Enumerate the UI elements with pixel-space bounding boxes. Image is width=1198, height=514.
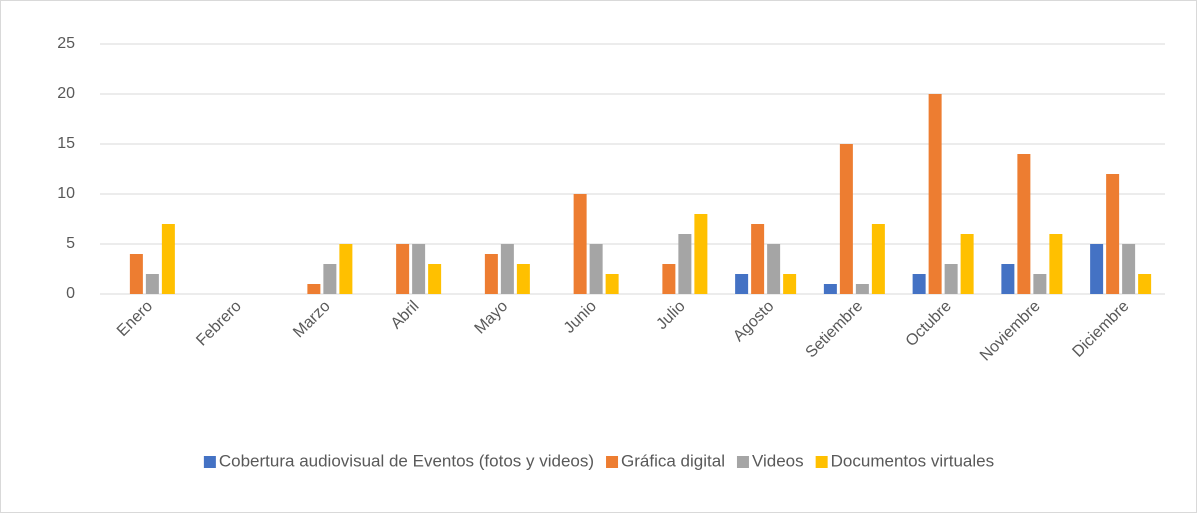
bar: [500, 244, 514, 294]
y-tick-label: 10: [57, 185, 75, 202]
bar: [855, 284, 869, 294]
bar: [1138, 274, 1152, 294]
bar: [412, 244, 426, 294]
bar: [767, 244, 781, 294]
bar: [589, 244, 603, 294]
bar: [516, 264, 530, 294]
legend-swatch: [736, 456, 749, 468]
bar: [783, 274, 797, 294]
bar: [944, 264, 958, 294]
bar: [1017, 154, 1031, 294]
y-tick-label: 5: [66, 235, 75, 252]
bar: [428, 264, 442, 294]
bar: [605, 274, 619, 294]
legend-swatch: [606, 456, 619, 468]
bar: [678, 234, 692, 294]
legend-label: Gráfica digital: [621, 451, 725, 470]
legend-swatch: [203, 456, 216, 468]
bar: [735, 274, 749, 294]
bar: [1001, 264, 1015, 294]
bar: [323, 264, 337, 294]
bar: [484, 254, 498, 294]
y-tick-label: 0: [66, 285, 75, 302]
y-tick-label: 25: [57, 35, 75, 52]
bar: [145, 274, 159, 294]
bar: [839, 144, 853, 294]
bar: [573, 194, 587, 294]
bar: [1122, 244, 1136, 294]
y-tick-label: 20: [57, 85, 75, 102]
bar: [1106, 174, 1120, 294]
bar: [960, 234, 974, 294]
bar: [871, 224, 885, 294]
bar: [912, 274, 926, 294]
bar: [307, 284, 321, 294]
bar: [396, 244, 410, 294]
bar: [161, 224, 175, 294]
legend-swatch: [815, 456, 828, 468]
bar: [1049, 234, 1063, 294]
bar: [1033, 274, 1047, 294]
bar: [339, 244, 353, 294]
bar: [823, 284, 837, 294]
legend-label: Documentos virtuales: [831, 451, 994, 470]
legend-label: Videos: [752, 451, 804, 470]
bar: [1090, 244, 1104, 294]
y-tick-label: 15: [57, 135, 75, 152]
bar: [129, 254, 143, 294]
bar: [751, 224, 765, 294]
legend-label: Cobertura audiovisual de Eventos (fotos …: [219, 451, 594, 470]
bar: [694, 214, 708, 294]
bar: [662, 264, 676, 294]
legend: Cobertura audiovisual de Eventos (fotos …: [203, 451, 994, 470]
bar: [928, 94, 942, 294]
